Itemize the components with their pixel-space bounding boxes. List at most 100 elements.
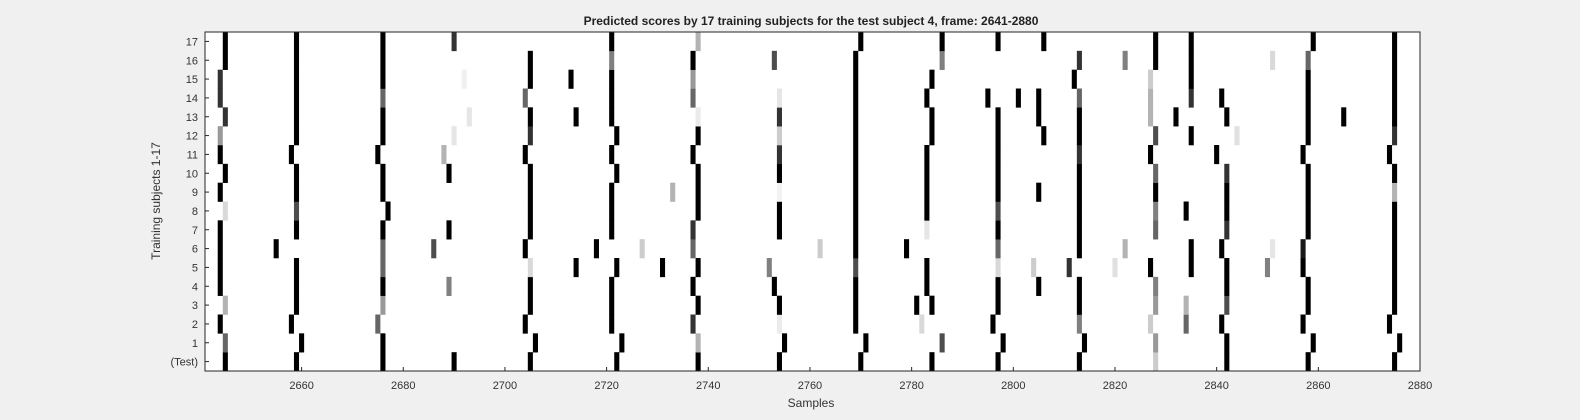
heatmap-cell xyxy=(1183,295,1189,315)
heatmap-cell xyxy=(1148,314,1154,334)
y-tick-label: 4 xyxy=(192,281,198,293)
heatmap-cell xyxy=(1036,182,1042,202)
heatmap-cell xyxy=(1076,314,1082,334)
heatmap-cell xyxy=(293,88,300,108)
heatmap-cell xyxy=(527,258,533,278)
heatmap-cell xyxy=(451,352,457,372)
heatmap-cell xyxy=(1224,201,1230,221)
heatmap-cell xyxy=(609,50,615,70)
heatmap-cell xyxy=(609,201,615,221)
heatmap-cell xyxy=(1300,145,1306,165)
heatmap-cell xyxy=(431,239,437,259)
heatmap-cell xyxy=(609,145,615,165)
heatmap-cell xyxy=(380,239,386,259)
heatmap-cell xyxy=(924,258,930,278)
heatmap-cell xyxy=(995,145,1001,165)
heatmap-cell xyxy=(1153,352,1159,372)
heatmap-cell xyxy=(380,333,386,353)
heatmap-cell xyxy=(222,201,228,221)
heatmap-cell xyxy=(995,295,1001,315)
heatmap-cell xyxy=(690,88,696,108)
heatmap-cell xyxy=(929,107,935,127)
heatmap-cell xyxy=(1300,258,1306,278)
heatmap-cell xyxy=(217,239,223,259)
heatmap-cell xyxy=(593,239,599,259)
heatmap-cell xyxy=(609,107,615,127)
heatmap-cell xyxy=(293,201,300,221)
y-tick-label: 3 xyxy=(192,300,198,312)
heatmap-cell xyxy=(522,145,528,165)
heatmap-cell xyxy=(1041,32,1047,52)
heatmap-cell xyxy=(1224,258,1230,278)
heatmap-cell xyxy=(1148,107,1154,127)
heatmap-cell xyxy=(924,88,930,108)
x-axis-label: Samples xyxy=(788,396,835,410)
heatmap-cell xyxy=(776,314,782,334)
heatmap-cell xyxy=(222,295,228,315)
heatmap-cell xyxy=(299,333,305,353)
heatmap-cell xyxy=(527,295,533,315)
heatmap-cell xyxy=(1153,276,1159,296)
heatmap-cell xyxy=(766,258,772,278)
heatmap-cell xyxy=(293,276,300,296)
heatmap-cell xyxy=(1392,88,1398,108)
heatmap-cell xyxy=(1112,258,1118,278)
heatmap-cell xyxy=(1305,295,1311,315)
heatmap-cell xyxy=(1397,333,1403,353)
heatmap-cell xyxy=(1183,314,1189,334)
heatmap-cell xyxy=(853,239,859,259)
heatmap-cell xyxy=(1386,145,1393,165)
heatmap-cell xyxy=(522,239,528,259)
heatmap-cell xyxy=(776,295,782,315)
heatmap-cell xyxy=(1153,32,1159,52)
heatmap-cell xyxy=(1122,50,1128,70)
y-tick-label: 5 xyxy=(192,262,198,274)
heatmap-cell xyxy=(380,69,386,89)
heatmap-cell xyxy=(853,50,859,70)
heatmap-cell xyxy=(217,88,223,108)
x-tick-label: 2660 xyxy=(289,380,313,392)
heatmap-cell xyxy=(995,32,1001,52)
heatmap-cell xyxy=(853,201,859,221)
heatmap-cell xyxy=(1188,88,1194,108)
heatmap-cell xyxy=(1305,69,1311,89)
heatmap-cell xyxy=(1188,126,1194,146)
heatmap-cell xyxy=(1300,239,1306,259)
heatmap-cell xyxy=(293,107,300,127)
heatmap-cell xyxy=(1076,182,1082,202)
heatmap-cell xyxy=(441,145,447,165)
heatmap-cell xyxy=(222,107,228,127)
heatmap-cell xyxy=(293,163,300,183)
heatmap-cell xyxy=(1076,163,1082,183)
heatmap-cell xyxy=(1264,258,1271,278)
heatmap-cell xyxy=(1224,276,1230,296)
heatmap-cell xyxy=(1305,88,1311,108)
heatmap-cell xyxy=(1076,126,1082,146)
x-tick-label: 2800 xyxy=(1001,380,1025,392)
chart-title: Predicted scores by 17 training subjects… xyxy=(584,14,1039,28)
heatmap-cell xyxy=(771,276,777,296)
heatmap-cell xyxy=(1305,107,1311,127)
heatmap-cell xyxy=(1076,145,1082,165)
heatmap-cell xyxy=(380,107,386,127)
heatmap-cell xyxy=(695,182,701,202)
heatmap-cell xyxy=(609,314,615,334)
heatmap-cell xyxy=(614,126,620,146)
heatmap-cell xyxy=(568,69,574,89)
heatmap-cell xyxy=(853,126,859,146)
heatmap-cell xyxy=(853,314,859,334)
heatmap-cell xyxy=(995,276,1001,296)
heatmap-cell xyxy=(853,258,859,278)
heatmap-cell xyxy=(222,50,228,70)
heatmap-cell xyxy=(695,201,701,221)
heatmap-cell xyxy=(639,239,645,259)
heatmap-cell xyxy=(293,258,300,278)
y-tick-label: 11 xyxy=(187,149,198,161)
heatmap-cell xyxy=(853,295,859,315)
heatmap-cell xyxy=(609,32,615,52)
heatmap-cell xyxy=(1188,69,1194,89)
heatmap-cell xyxy=(858,352,864,372)
heatmap-cell xyxy=(690,239,696,259)
heatmap-cell xyxy=(527,69,533,89)
heatmap-cell xyxy=(695,32,701,52)
